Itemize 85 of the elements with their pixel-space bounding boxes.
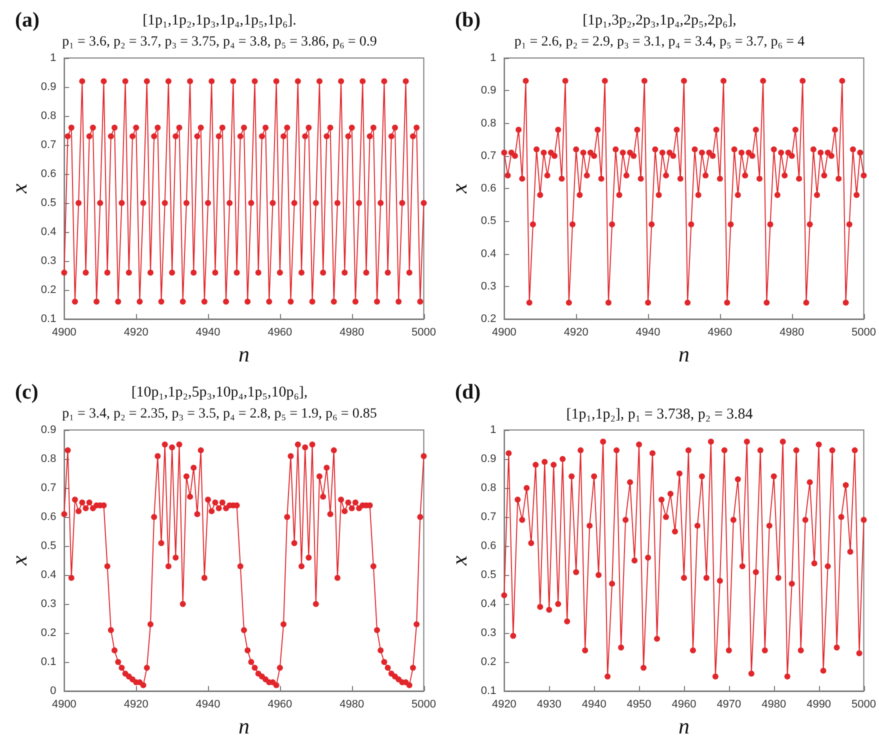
y-tick-label: 1 <box>50 52 56 64</box>
y-tick-label: 0.7 <box>40 139 56 151</box>
x-tick-label: 4980 <box>780 326 804 338</box>
y-tick-label: 0.9 <box>40 424 56 436</box>
y-tick-label: 0.9 <box>480 453 496 465</box>
y-axis-title: x <box>446 555 472 566</box>
x-tick-label: 4960 <box>268 698 292 710</box>
chart-subtitle: p₁ = 3.6, p₂ = 3.7, p₃ = 3.75, p₄ = 3.8, p₅ = 3.86, p₆ = 0.9 <box>62 34 377 50</box>
x-axis-title: n <box>238 714 250 738</box>
y-tick-label: 1 <box>490 52 496 64</box>
x-tick-label: 4900 <box>492 326 516 338</box>
x-tick-label: 4960 <box>268 326 292 338</box>
y-tick-label: 0.1 <box>480 685 496 697</box>
y-tick-label: 0.7 <box>480 511 496 523</box>
y-tick-label: 0.7 <box>40 482 56 494</box>
y-tick-label: 0.9 <box>480 84 496 97</box>
y-tick-label: 0.3 <box>40 255 56 267</box>
x-tick-label: 4980 <box>762 698 786 710</box>
x-tick-label: 4900 <box>52 698 76 710</box>
x-tick-label: 5000 <box>852 698 876 710</box>
y-tick-label: 0.9 <box>40 81 56 93</box>
y-tick-label: 0.6 <box>480 182 496 194</box>
x-tick-label: 4940 <box>196 326 220 338</box>
y-tick-label: 0.6 <box>480 540 496 552</box>
y-tick-label: 0.3 <box>40 598 56 610</box>
x-tick-label: 4930 <box>536 698 562 710</box>
y-tick-label: 0.6 <box>40 168 56 180</box>
x-tick-label: 4920 <box>124 698 148 710</box>
x-tick-label: 4940 <box>636 326 660 338</box>
x-tick-label: 5000 <box>852 326 876 338</box>
x-axis-title: n <box>678 342 690 366</box>
y-tick-label: 1 <box>490 424 496 436</box>
y-tick-label: 0.3 <box>480 627 496 639</box>
x-axis-title: n <box>238 342 250 366</box>
x-tick-label: 4970 <box>716 698 742 710</box>
y-tick-label: 0.2 <box>40 284 56 296</box>
chart-title: [10p₁,1p₂,5p₃,10p₄,1p₅,10p₆], <box>131 384 308 400</box>
x-tick-label: 4900 <box>52 326 76 338</box>
y-tick-label: 0.2 <box>480 313 496 325</box>
text: (b) <box>455 8 481 32</box>
chart-title: [1p₁,1p₂], p₁ = 3.738, p₂ = 3.84 <box>566 406 754 422</box>
y-tick-label: 0.5 <box>40 540 56 552</box>
y-tick-label: 0.6 <box>40 511 56 523</box>
chart-title: [1p₁,3p₂,2p₃,1p₄,2p₅,2p₆], <box>582 12 736 28</box>
y-tick-label: 0 <box>50 685 56 697</box>
y-tick-label: 0.5 <box>480 569 496 581</box>
x-tick-label: 5000 <box>412 698 436 710</box>
y-axis-title: x <box>446 183 472 194</box>
y-tick-label: 0.1 <box>40 313 56 325</box>
y-tick-label: 0.5 <box>40 197 56 209</box>
x-tick-label: 4920 <box>492 698 516 710</box>
y-tick-label: 0.3 <box>480 280 496 292</box>
text: (c) <box>15 380 38 404</box>
y-tick-label: 0.8 <box>40 453 56 465</box>
x-tick-label: 4920 <box>564 326 588 338</box>
y-tick-label: 0.8 <box>40 110 56 122</box>
y-axis-title: x <box>6 183 32 194</box>
y-tick-label: 0.1 <box>40 656 56 668</box>
x-tick-label: 4960 <box>672 698 696 710</box>
x-tick-label: 5000 <box>412 326 436 338</box>
x-tick-label: 4980 <box>340 698 364 710</box>
x-tick-label: 4940 <box>582 698 606 710</box>
y-tick-label: 0.7 <box>480 150 496 162</box>
x-tick-label: 4920 <box>124 326 148 338</box>
y-tick-label: 0.4 <box>480 248 496 260</box>
y-tick-label: 0.4 <box>480 598 496 610</box>
chart-subtitle: p₁ = 3.4, p₂ = 2.35, p₃ = 3.5, p₄ = 2.8, p₅ = 1.9, p₆ = 0.85 <box>62 406 377 422</box>
text: (d) <box>455 380 481 404</box>
chart-title: [1p₁,1p₂,1p₃,1p₄,1p₅,1p₆]. <box>142 12 296 28</box>
y-tick-label: 0.5 <box>480 215 496 228</box>
chart-subtitle: p₁ = 2.6, p₂ = 2.9, p₃ = 3.1, p₄ = 3.4, p₅ = 3.7, p₆ = 4 <box>514 34 805 50</box>
text: (a) <box>15 8 40 32</box>
y-tick-label: 0.2 <box>40 627 56 639</box>
y-axis-title: x <box>6 555 32 566</box>
y-tick-label: 0.2 <box>480 656 496 668</box>
x-tick-label: 4990 <box>806 698 832 710</box>
x-tick-label: 4960 <box>708 326 732 338</box>
x-tick-label: 4950 <box>626 698 652 710</box>
y-tick-label: 0.4 <box>40 226 56 238</box>
x-axis-title: n <box>678 714 690 738</box>
y-tick-label: 0.8 <box>480 482 496 494</box>
y-tick-label: 0.4 <box>40 569 56 581</box>
x-tick-label: 4980 <box>340 326 364 338</box>
x-tick-label: 4940 <box>196 698 220 710</box>
y-tick-label: 0.8 <box>480 117 496 130</box>
